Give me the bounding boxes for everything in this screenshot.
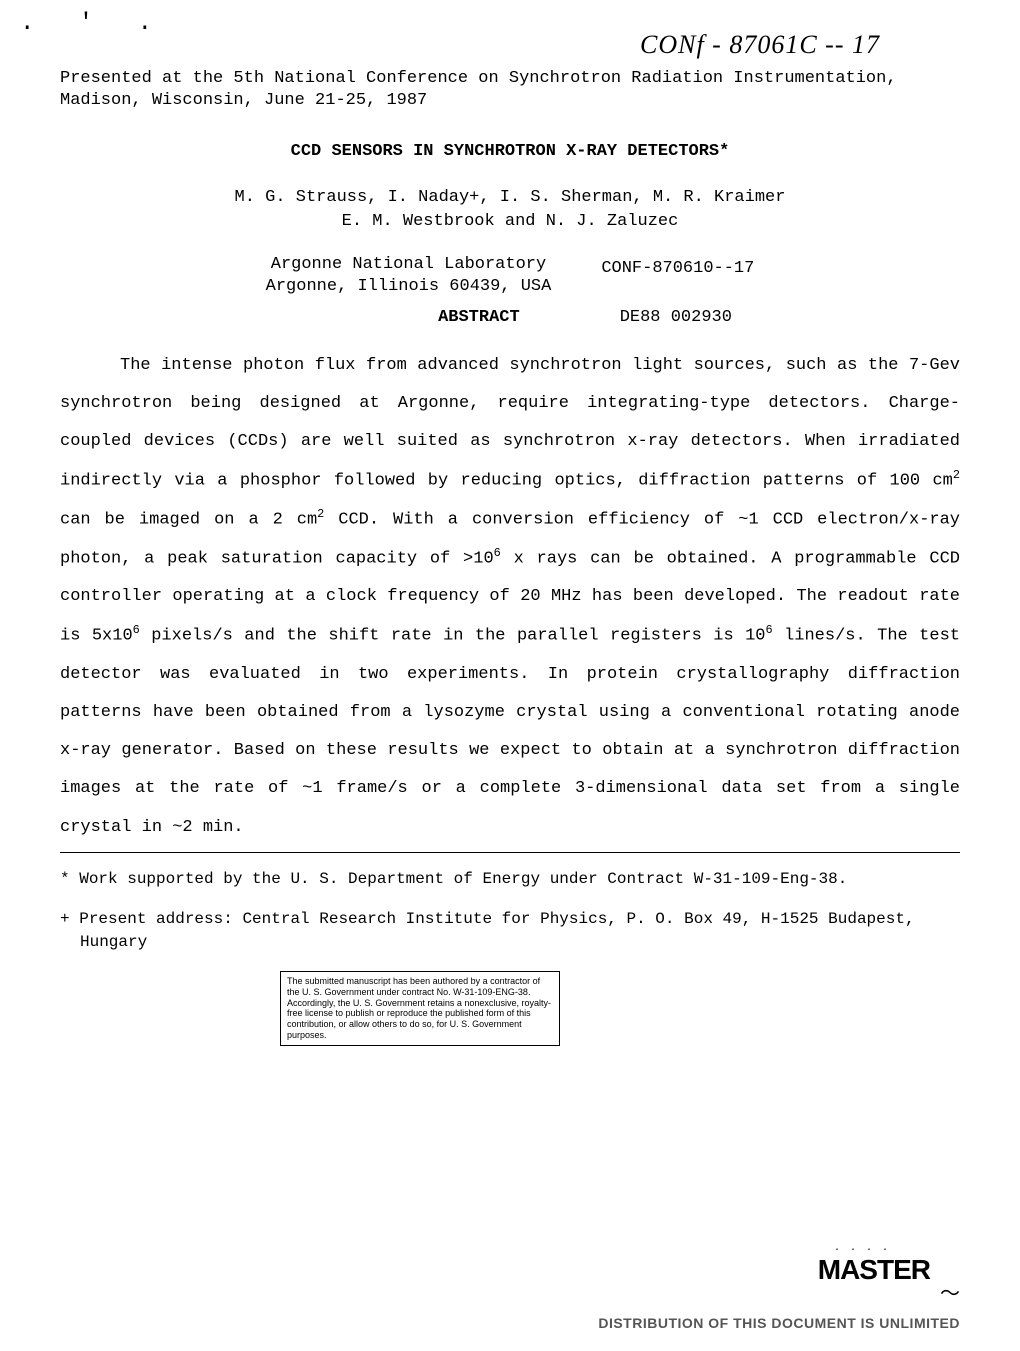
abstract-label: ABSTRACT xyxy=(438,308,520,327)
authors-block: M. G. Strauss, I. Naday+, I. S. Sherman,… xyxy=(60,186,960,234)
footnote-text-2: Present address: Central Research Instit… xyxy=(70,910,915,950)
scan-artifact-dots: . ' . xyxy=(20,10,167,37)
authors-line-2: E. M. Westbrook and N. J. Zaluzec xyxy=(342,212,679,231)
abstract-text-2: can be imaged on a 2 cm xyxy=(60,510,317,529)
abstract-body: The intense photon flux from advanced sy… xyxy=(60,347,960,847)
distribution-statement: DISTRIBUTION OF THIS DOCUMENT IS UNLIMIT… xyxy=(598,1315,960,1331)
superscript-4: 6 xyxy=(133,623,140,637)
conf-report-number: CONF-870610--17 xyxy=(601,259,754,278)
abstract-header-row: ABSTRACT DE88 002930 xyxy=(60,308,960,327)
affiliation-row: Argonne National Laboratory Argonne, Ill… xyxy=(60,254,960,298)
de-number: DE88 002930 xyxy=(620,308,732,327)
footnote-text-1: Work supported by the U. S. Department o… xyxy=(70,870,848,888)
superscript-3: 6 xyxy=(494,546,501,560)
footnote-marker-2: + xyxy=(60,910,70,928)
government-disclaimer-box: The submitted manuscript has been author… xyxy=(280,971,560,1046)
footnote-address: + Present address: Central Research Inst… xyxy=(60,908,960,953)
abstract-text-1: The intense photon flux from advanced sy… xyxy=(60,356,960,490)
abstract-text-6: lines/s. The test detector was evaluated… xyxy=(60,626,960,836)
affiliation-line-2: Argonne, Illinois 60439, USA xyxy=(266,277,552,296)
footnote-marker-1: * xyxy=(60,870,70,888)
master-logo: MASTER xyxy=(818,1254,930,1286)
handwritten-reference: CONf - 87061C -- 17 xyxy=(60,30,880,60)
affiliation-line-1: Argonne National Laboratory xyxy=(271,255,546,274)
abstract-text-5: pixels/s and the shift rate in the paral… xyxy=(140,626,766,645)
squiggle-mark: ～ xyxy=(940,1277,960,1306)
affiliation-block: Argonne National Laboratory Argonne, Ill… xyxy=(266,254,552,298)
paper-title: CCD SENSORS IN SYNCHROTRON X-RAY DETECTO… xyxy=(60,142,960,161)
superscript-5: 6 xyxy=(766,623,773,637)
separator-line xyxy=(60,852,960,853)
conference-info: Presented at the 5th National Conference… xyxy=(60,68,960,112)
footnote-funding: * Work supported by the U. S. Department… xyxy=(60,868,960,890)
authors-line-1: M. G. Strauss, I. Naday+, I. S. Sherman,… xyxy=(235,188,786,207)
superscript-1: 2 xyxy=(953,468,960,482)
